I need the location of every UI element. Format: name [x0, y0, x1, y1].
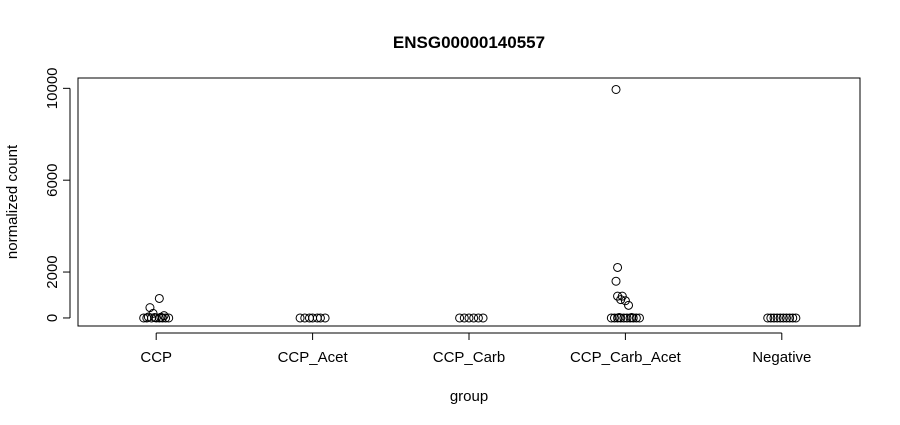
data-point	[788, 313, 798, 323]
data-points	[139, 84, 801, 323]
data-point	[473, 313, 483, 323]
x-tick-label: Negative	[752, 349, 811, 366]
data-point	[478, 313, 488, 323]
data-point	[616, 295, 626, 305]
data-point	[295, 313, 305, 323]
x-tick-label: CCP_Acet	[278, 349, 349, 366]
x-axis-label: group	[450, 388, 488, 405]
data-point	[620, 296, 630, 306]
x-tick-label: CCP_Carb	[433, 349, 506, 366]
data-point	[785, 313, 795, 323]
data-point	[613, 291, 623, 301]
data-point	[624, 300, 634, 310]
data-point	[609, 313, 619, 323]
data-point	[459, 313, 469, 323]
data-point	[778, 313, 788, 323]
data-point	[315, 313, 325, 323]
data-point	[631, 313, 641, 323]
data-point	[614, 313, 624, 323]
y-tick-label: 10000	[44, 67, 61, 109]
data-point	[763, 313, 773, 323]
x-axis: CCP CCP_Acet CCP_Carb CCP_Carb_Acet Negative	[140, 332, 811, 366]
data-point	[156, 312, 166, 322]
data-point	[613, 262, 623, 272]
x-tick-label: CCP_Carb_Acet	[570, 349, 682, 366]
y-axis: 0 2000 6000 10000	[44, 67, 71, 322]
data-point	[464, 313, 474, 323]
data-point	[781, 313, 791, 323]
data-point	[627, 313, 637, 323]
data-point	[611, 276, 621, 286]
data-point	[769, 313, 779, 323]
data-point	[766, 313, 776, 323]
data-point	[161, 313, 171, 323]
data-point	[300, 313, 310, 323]
data-point	[150, 313, 160, 323]
data-point	[469, 313, 479, 323]
x-tick-label: CCP	[140, 349, 172, 366]
y-tick-label: 2000	[44, 255, 61, 288]
y-tick-label: 6000	[44, 163, 61, 196]
data-point	[775, 313, 785, 323]
y-axis-label: normalized count	[4, 144, 21, 259]
data-point	[791, 313, 801, 323]
data-point	[772, 313, 782, 323]
data-point	[145, 303, 155, 313]
data-point	[154, 293, 164, 303]
data-point	[455, 313, 465, 323]
data-point	[611, 84, 621, 94]
plot-frame	[77, 77, 861, 327]
data-point	[320, 313, 330, 323]
chart-title: ENSG00000140557	[393, 33, 545, 52]
y-tick-label: 0	[44, 314, 61, 322]
data-point	[143, 312, 153, 322]
